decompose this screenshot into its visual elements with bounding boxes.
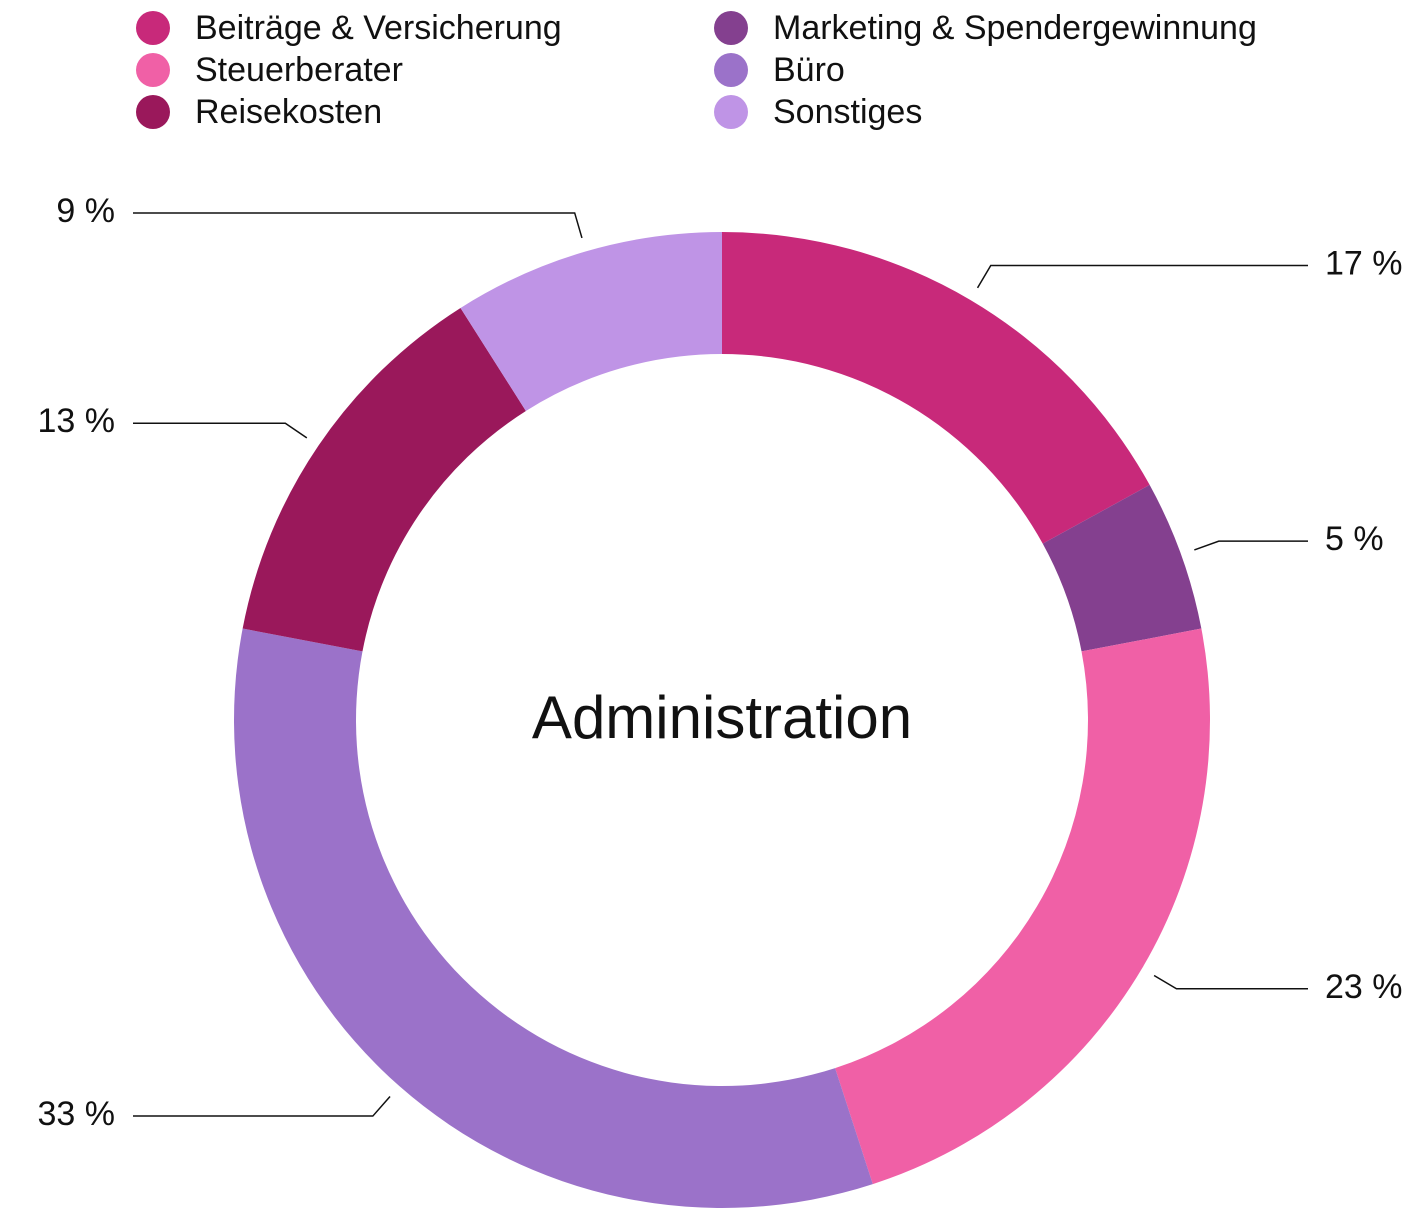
legend-swatch [714, 95, 748, 129]
leader-line [133, 422, 308, 439]
legend-swatch [714, 53, 748, 87]
data-label: 13 % [38, 402, 116, 440]
legend-label: Reisekosten [195, 93, 382, 131]
leader-line [133, 1096, 391, 1117]
donut-segment [460, 232, 722, 411]
legend-swatch [136, 95, 170, 129]
legend-label: Beiträge & Versicherung [195, 9, 562, 47]
data-label: 17 % [1325, 245, 1403, 283]
legend-label: Sonstiges [773, 93, 922, 131]
data-label: 9 % [56, 192, 115, 230]
leader-line [1153, 974, 1308, 990]
data-label: 23 % [1325, 968, 1403, 1006]
donut-segment [1042, 484, 1202, 652]
legend-swatch [136, 53, 170, 87]
legend-label: Marketing & Spendergewinnung [773, 9, 1257, 47]
leader-line [976, 264, 1308, 289]
donut-segment [835, 628, 1211, 1185]
legend-label: Büro [773, 51, 845, 89]
leader-line [1194, 540, 1308, 551]
donut-segment [722, 232, 1150, 544]
data-label: 5 % [1325, 520, 1384, 558]
data-label: 33 % [38, 1095, 116, 1133]
legend-swatch [136, 11, 170, 45]
donut-segment [242, 307, 526, 652]
chart-title: Administration [532, 684, 912, 751]
legend-label: Steuerberater [195, 51, 403, 89]
leader-line [133, 212, 583, 239]
legend-swatch [714, 11, 748, 45]
donut-segment [233, 628, 873, 1208]
